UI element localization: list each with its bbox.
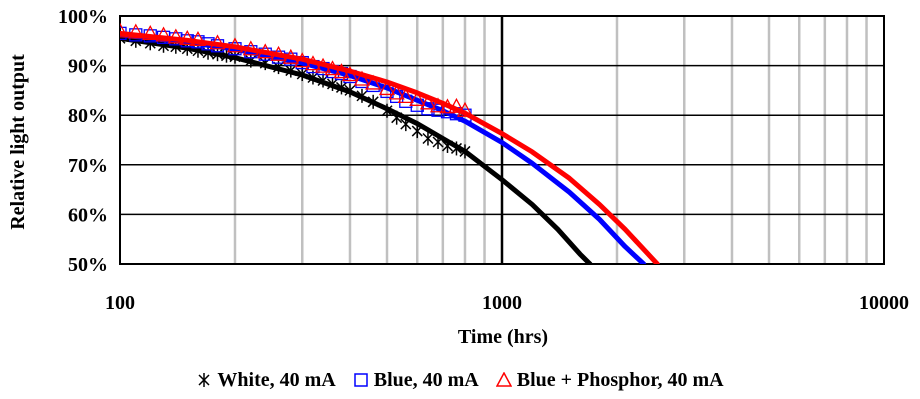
y-axis-ticks: 50% 60% 70% 80% 90% 100% [58, 6, 108, 276]
series-2 [120, 22, 660, 264]
series-1 [120, 26, 647, 264]
data-point [422, 131, 434, 146]
series-fit-line [120, 35, 593, 264]
asterisk-marker-icon [198, 373, 210, 387]
data-point [142, 24, 159, 41]
y-tick-label: 70% [68, 155, 108, 177]
data-point [155, 26, 172, 42]
legend-label-blue: Blue, 40 mA [373, 369, 479, 391]
square-marker-icon [354, 373, 368, 387]
y-tick-label: 80% [68, 105, 108, 127]
legend: White, 40 mA Blue, 40 mA Blue + Phosphor… [0, 368, 920, 394]
legend-item-white: White, 40 mA [196, 368, 336, 392]
y-axis-title: Relative light output [7, 54, 29, 230]
data-point [378, 80, 396, 96]
data-point [419, 94, 437, 110]
data-point [397, 87, 414, 104]
data-point [353, 70, 371, 86]
x-axis-ticks: 100 1000 10000 [105, 292, 909, 314]
x-tick-label: 10000 [859, 292, 909, 314]
triangle-marker-icon [495, 372, 512, 387]
chart-svg: 50% 60% 70% 80% 90% 100% 100 1000 10000 Relativ… [7, 6, 909, 348]
data-point [127, 23, 144, 39]
x-tick-label: 1000 [482, 292, 522, 314]
legend-label-white: White, 40 mA [217, 369, 336, 391]
x-tick-label: 100 [105, 292, 135, 314]
series-fit-line [120, 32, 647, 264]
plot-area [120, 22, 660, 264]
legend-label-blue-phosphor: Blue + Phosphor, 40 mA [516, 369, 724, 391]
data-point [120, 22, 129, 38]
y-tick-label: 50% [68, 254, 108, 276]
y-tick-label: 90% [68, 56, 108, 78]
legend-item-blue: Blue, 40 mA [353, 368, 479, 392]
x-axis-title: Time (hrs) [458, 326, 548, 348]
y-tick-label: 100% [58, 6, 108, 28]
legend-item-blue-phosphor: Blue + Phosphor, 40 mA [495, 368, 724, 392]
data-point [409, 90, 426, 106]
data-point [365, 74, 382, 90]
y-tick-label: 60% [68, 204, 108, 226]
series-fit-line [120, 30, 660, 264]
data-point [388, 84, 405, 100]
